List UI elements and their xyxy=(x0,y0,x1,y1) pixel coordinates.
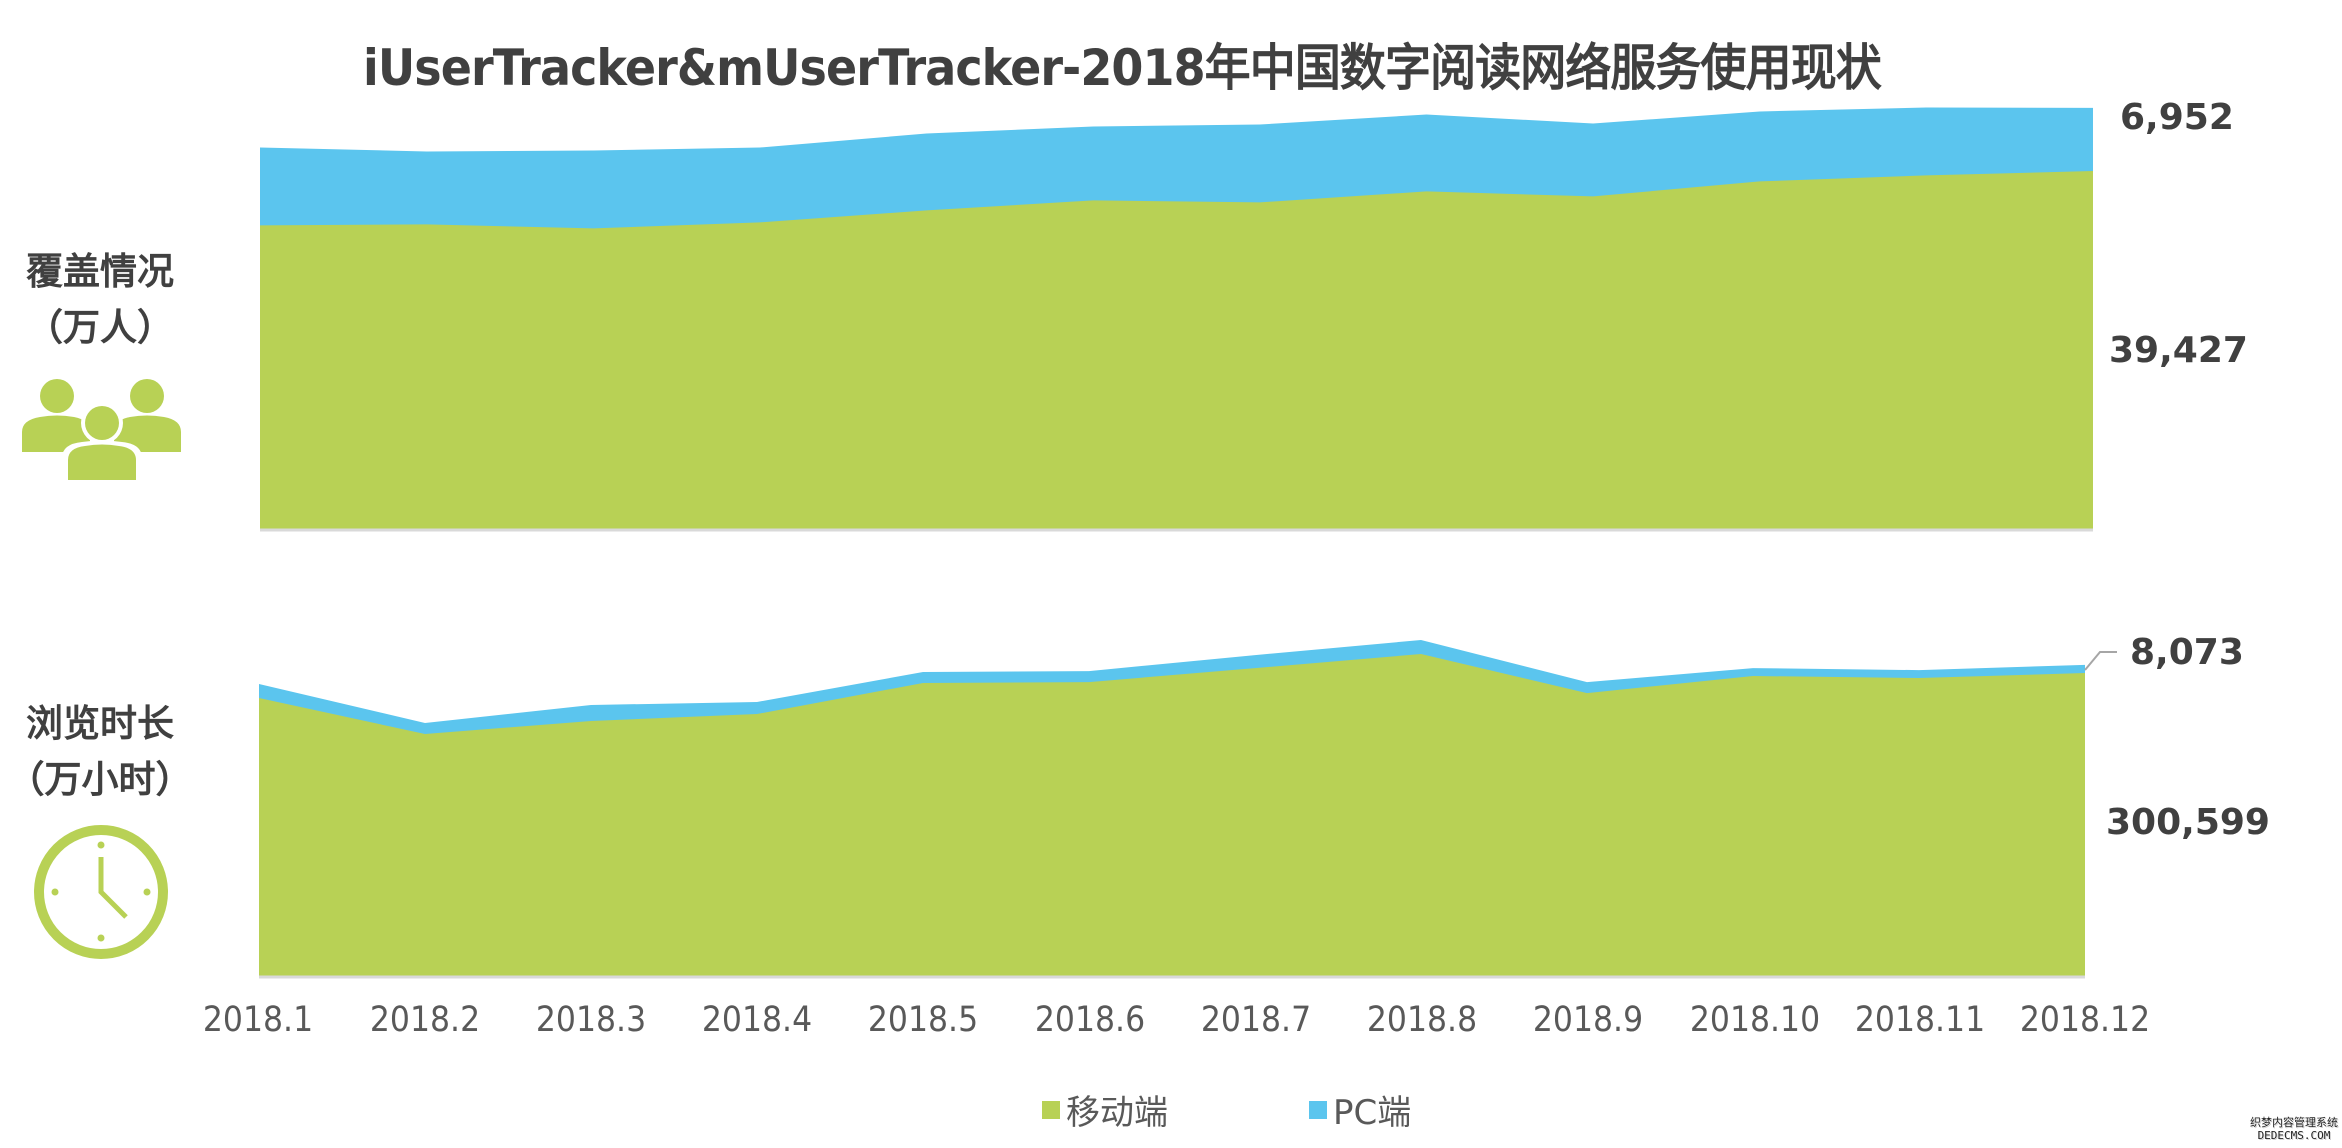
coverage-area-chart xyxy=(260,107,2093,532)
duration-label-unit: （万小时） xyxy=(7,758,193,801)
legend-swatch-pc xyxy=(1309,1100,1327,1119)
clock-icon xyxy=(34,825,168,959)
x-tick-label: 2018.10 xyxy=(1689,1000,1821,1040)
legend-item-mobile[interactable]: 移动端 xyxy=(1042,1085,1168,1134)
coverage-mobile-area xyxy=(260,171,2093,529)
x-tick-label: 2018.9 xyxy=(1532,1000,1644,1040)
coverage-mobile-end-label: 39,427 xyxy=(2109,330,2248,371)
legend-swatch-mobile xyxy=(1042,1100,1060,1119)
chart-title: iUserTracker&mUserTracker-2018年中国数字阅读网络服… xyxy=(363,39,1882,97)
duration-panel-label: 浏览时长 （万小时） xyxy=(0,696,200,808)
legend-label-pc: PC端 xyxy=(1333,1093,1412,1133)
x-tick-label: 2018.11 xyxy=(1854,1000,1986,1040)
coverage-pc-end-label: 6,952 xyxy=(2120,97,2234,138)
x-axis-labels: 2018.1 2018.2 2018.3 2018.4 2018.5 2018.… xyxy=(0,1000,2342,1050)
duration-pc-end-label: 8,073 xyxy=(2130,632,2244,673)
x-tick-label: 2018.1 xyxy=(202,1000,314,1040)
x-tick-label: 2018.12 xyxy=(2019,1000,2151,1040)
coverage-label-unit: （万人） xyxy=(26,306,174,349)
people-group-icon xyxy=(22,379,181,482)
duration-mobile-area xyxy=(259,654,2085,976)
watermark-line2: DEDECMS.COM xyxy=(2257,1129,2331,1142)
x-tick-label: 2018.8 xyxy=(1366,1000,1478,1040)
x-tick-label: 2018.5 xyxy=(867,1000,979,1040)
legend-label-mobile: 移动端 xyxy=(1066,1093,1168,1133)
watermark-line1: 织梦内容管理系统 xyxy=(2250,1116,2338,1129)
duration-label-line1: 浏览时长 xyxy=(26,702,174,745)
x-tick-label: 2018.7 xyxy=(1200,1000,1312,1040)
coverage-label-line1: 覆盖情况 xyxy=(26,250,174,293)
chart-legend: 移动端 PC端 xyxy=(0,1085,2342,1133)
watermark: 织梦内容管理系统 DEDECMS.COM xyxy=(2250,1116,2338,1142)
x-tick-label: 2018.2 xyxy=(369,1000,481,1040)
x-tick-label: 2018.3 xyxy=(535,1000,647,1040)
x-tick-label: 2018.4 xyxy=(701,1000,813,1040)
coverage-panel-label: 覆盖情况 （万人） xyxy=(0,244,200,356)
x-tick-label: 2018.6 xyxy=(1034,1000,1146,1040)
pc-label-leader-line xyxy=(2084,651,2117,671)
legend-item-pc[interactable]: PC端 xyxy=(1309,1085,1411,1134)
duration-mobile-end-label: 300,599 xyxy=(2106,802,2270,843)
duration-area-chart xyxy=(259,640,2117,979)
